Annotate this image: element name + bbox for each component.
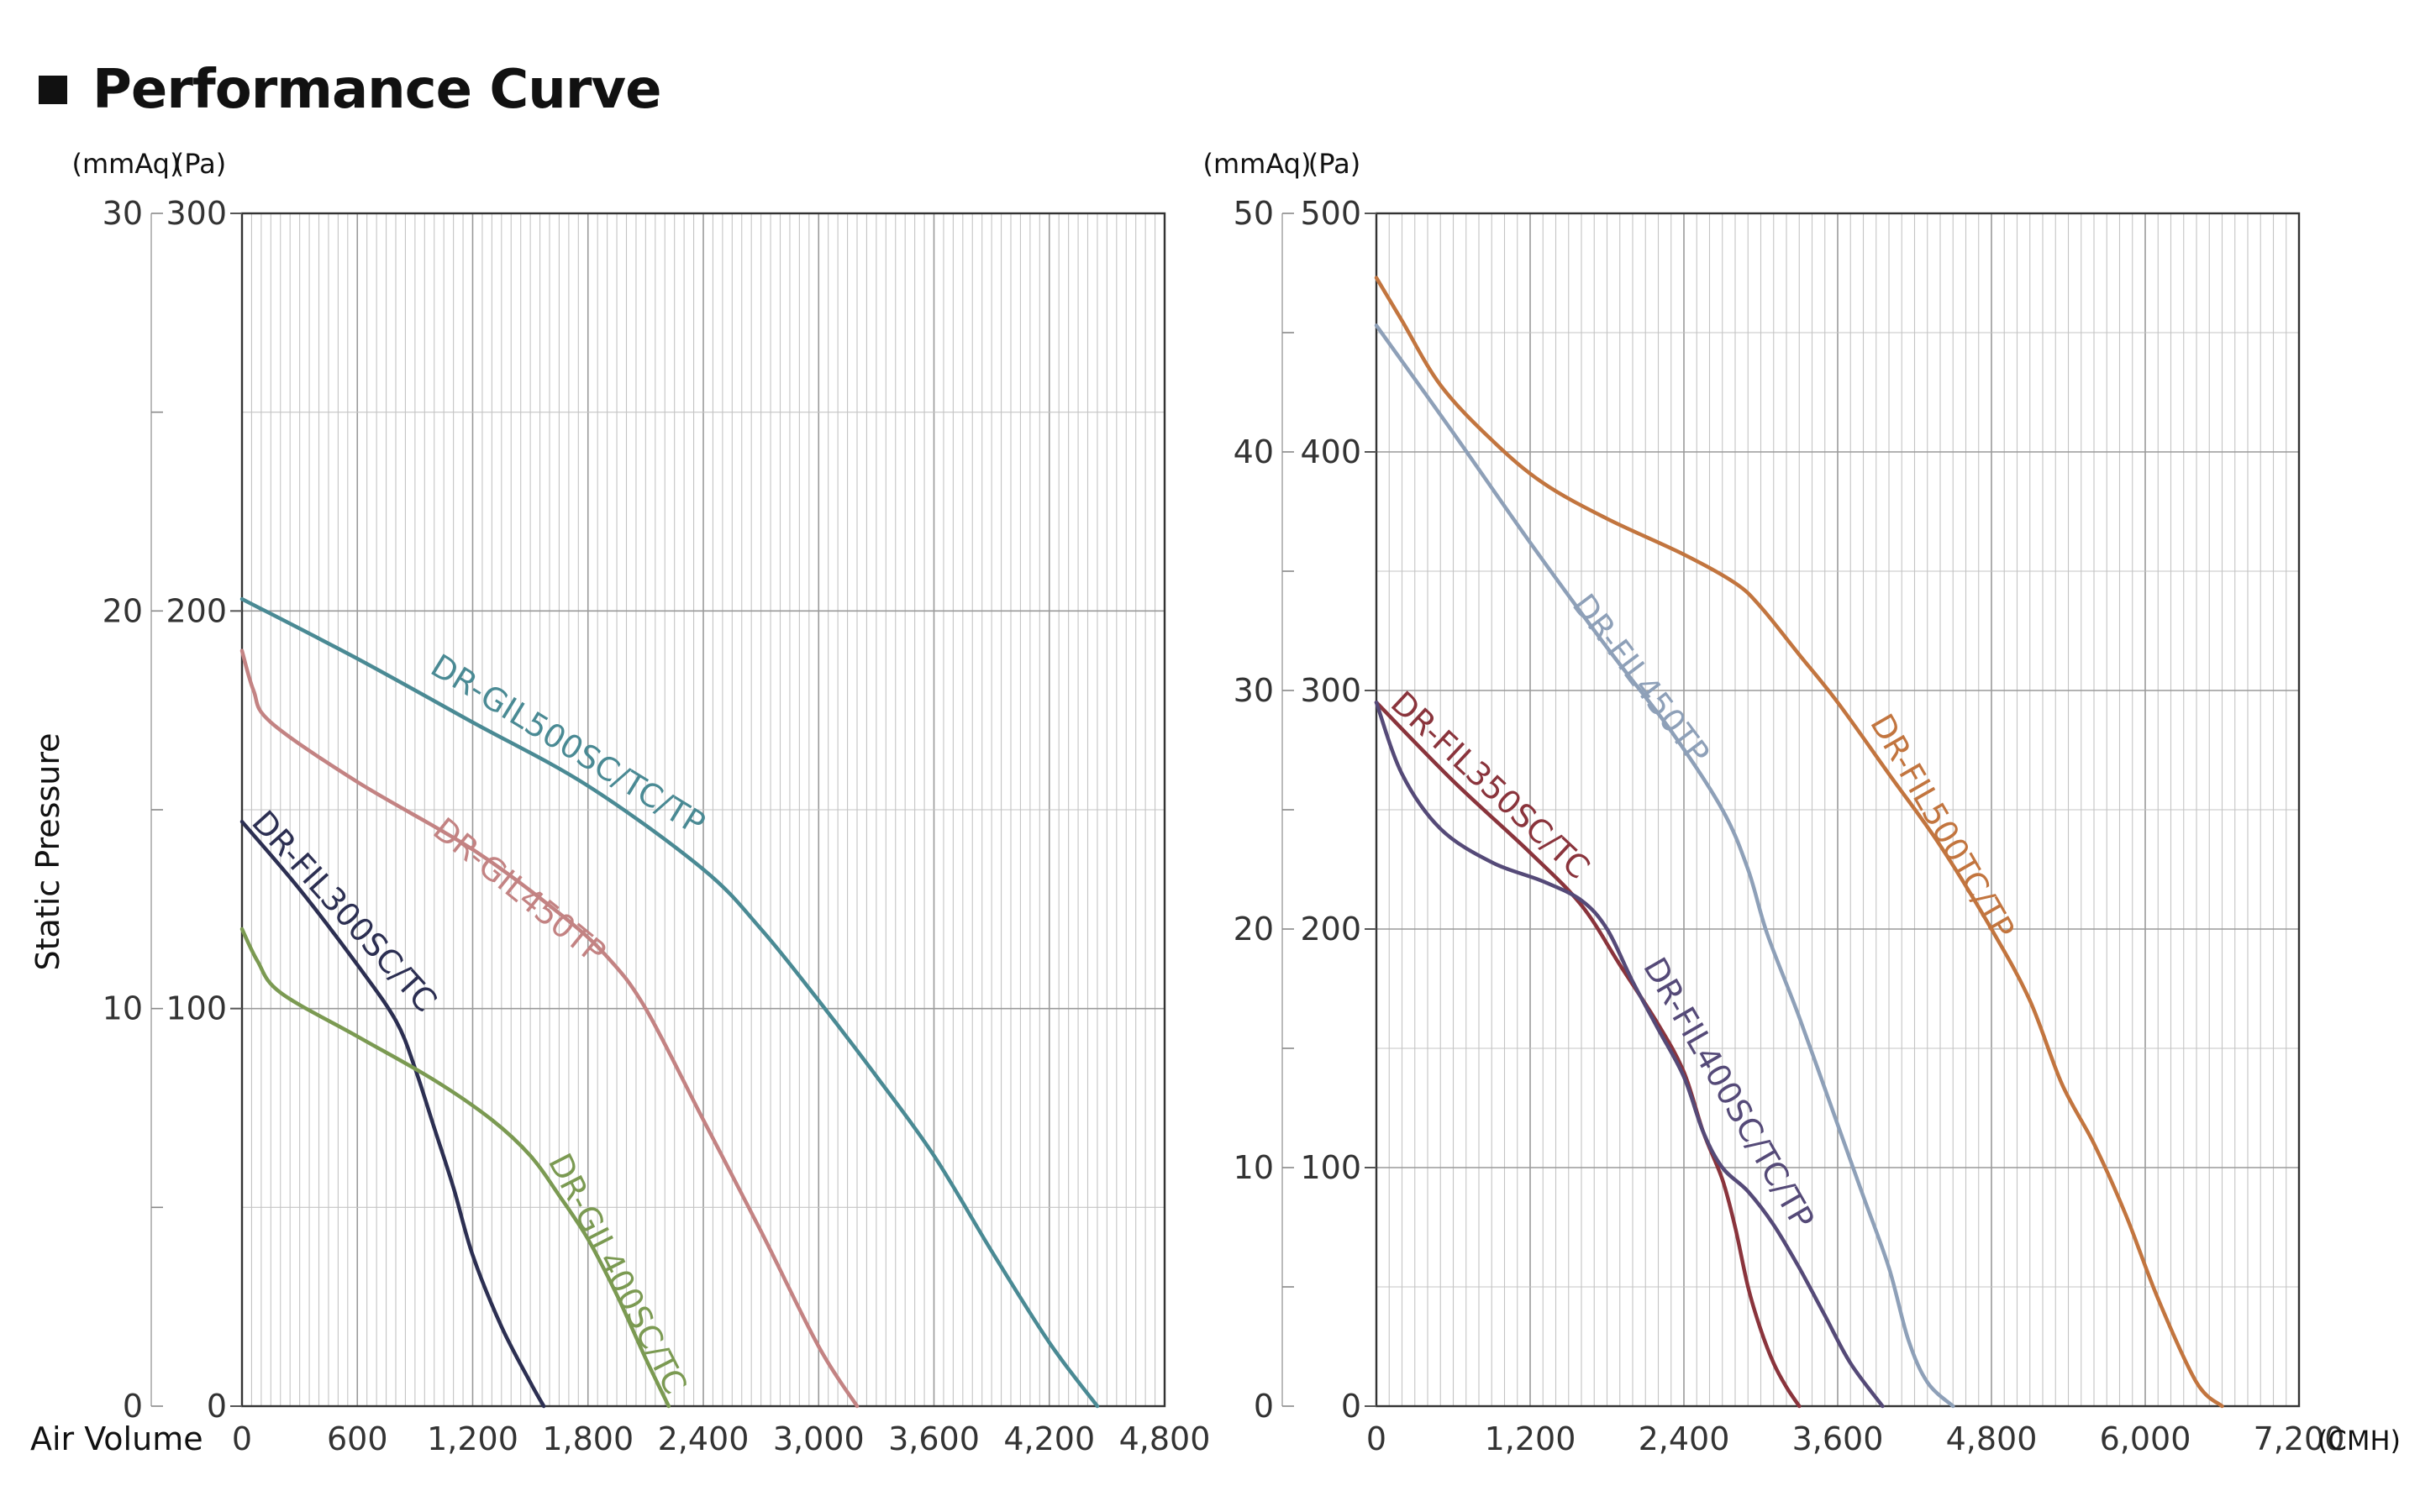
page-title: Performance Curve <box>92 59 662 121</box>
mmaq-tick-label: 10 <box>103 990 143 1027</box>
x-tick-label: 2,400 <box>1639 1420 1730 1457</box>
series-line <box>1374 700 1802 1409</box>
x-tick-label: 1,200 <box>427 1420 518 1457</box>
x-tick-label: 4,800 <box>1119 1420 1211 1457</box>
title-bullet-icon <box>39 76 67 104</box>
plot-frame <box>240 212 1166 1408</box>
series-line <box>1374 276 2224 1409</box>
x-axis-title: Air Volume <box>30 1420 203 1457</box>
mmaq-tick-label: 10 <box>1234 1149 1274 1186</box>
x-tick-label: 3,000 <box>773 1420 865 1457</box>
mmaq-unit-label: (mmAq) <box>72 148 181 180</box>
series-label: DR-FIL500TC/TP <box>1863 708 2022 946</box>
series-label: DR-FIL350SC/TC <box>1384 684 1597 886</box>
mmaq-unit-label: (mmAq) <box>1203 148 1312 180</box>
series-line <box>239 927 671 1409</box>
chart-title: Performance Curve <box>39 59 662 121</box>
pa-tick-label: 100 <box>166 990 227 1027</box>
series-label: DR-GIL500SC/TC/TP <box>424 647 711 843</box>
pa-tick-label: 500 <box>1300 195 1361 232</box>
series-label: DR-FIL400SC/TC/TP <box>1636 952 1821 1236</box>
mmaq-tick-label: 0 <box>123 1388 143 1425</box>
series-line <box>1374 700 1885 1409</box>
mmaq-tick-label: 50 <box>1234 195 1274 232</box>
series-label: DR-GIL450TP <box>426 811 613 971</box>
x-tick-label: 1,200 <box>1485 1420 1576 1457</box>
plot-frame <box>1375 212 2301 1408</box>
mmaq-tick-label: 20 <box>1234 911 1274 948</box>
series-line <box>1374 323 1955 1409</box>
pa-tick-label: 0 <box>1341 1388 1361 1425</box>
pa-tick-label: 200 <box>1300 911 1361 948</box>
x-tick-label: 0 <box>232 1420 252 1457</box>
pa-tick-label: 200 <box>166 592 227 629</box>
pa-tick-label: 100 <box>1300 1149 1361 1186</box>
pa-tick-label: 300 <box>166 195 227 232</box>
mmaq-tick-label: 20 <box>103 592 143 629</box>
x-tick-label: 600 <box>327 1420 388 1457</box>
series-label: DR-GIL400SC/TC <box>541 1147 694 1399</box>
series-label: DR-FIL450TP <box>1565 587 1717 771</box>
x-tick-label: 2,400 <box>658 1420 750 1457</box>
pa-unit-label: (Pa) <box>174 148 226 180</box>
series-line <box>239 819 546 1409</box>
x-tick-label: 4,200 <box>1003 1420 1095 1457</box>
pa-tick-label: 300 <box>1300 672 1361 709</box>
mmaq-tick-label: 30 <box>1234 672 1274 709</box>
mmaq-tick-label: 0 <box>1254 1388 1274 1425</box>
x-tick-label: 7,200 <box>2254 1420 2345 1457</box>
x-tick-label: 3,600 <box>888 1420 980 1457</box>
x-tick-label: 3,600 <box>1792 1420 1884 1457</box>
mmaq-tick-label: 40 <box>1234 433 1274 470</box>
pa-tick-label: 400 <box>1300 433 1361 470</box>
x-unit-label: (CMH) <box>2317 1425 2401 1457</box>
y-axis-title: Static Pressure <box>29 733 66 971</box>
series-line <box>239 648 860 1409</box>
series-line <box>239 596 1100 1409</box>
pa-unit-label: (Pa) <box>1308 148 1360 180</box>
x-tick-label: 4,800 <box>1946 1420 2038 1457</box>
mmaq-tick-label: 30 <box>103 195 143 232</box>
pa-tick-label: 0 <box>207 1388 227 1425</box>
x-tick-label: 1,800 <box>542 1420 634 1457</box>
x-tick-label: 6,000 <box>2100 1420 2191 1457</box>
x-tick-label: 0 <box>1366 1420 1386 1457</box>
